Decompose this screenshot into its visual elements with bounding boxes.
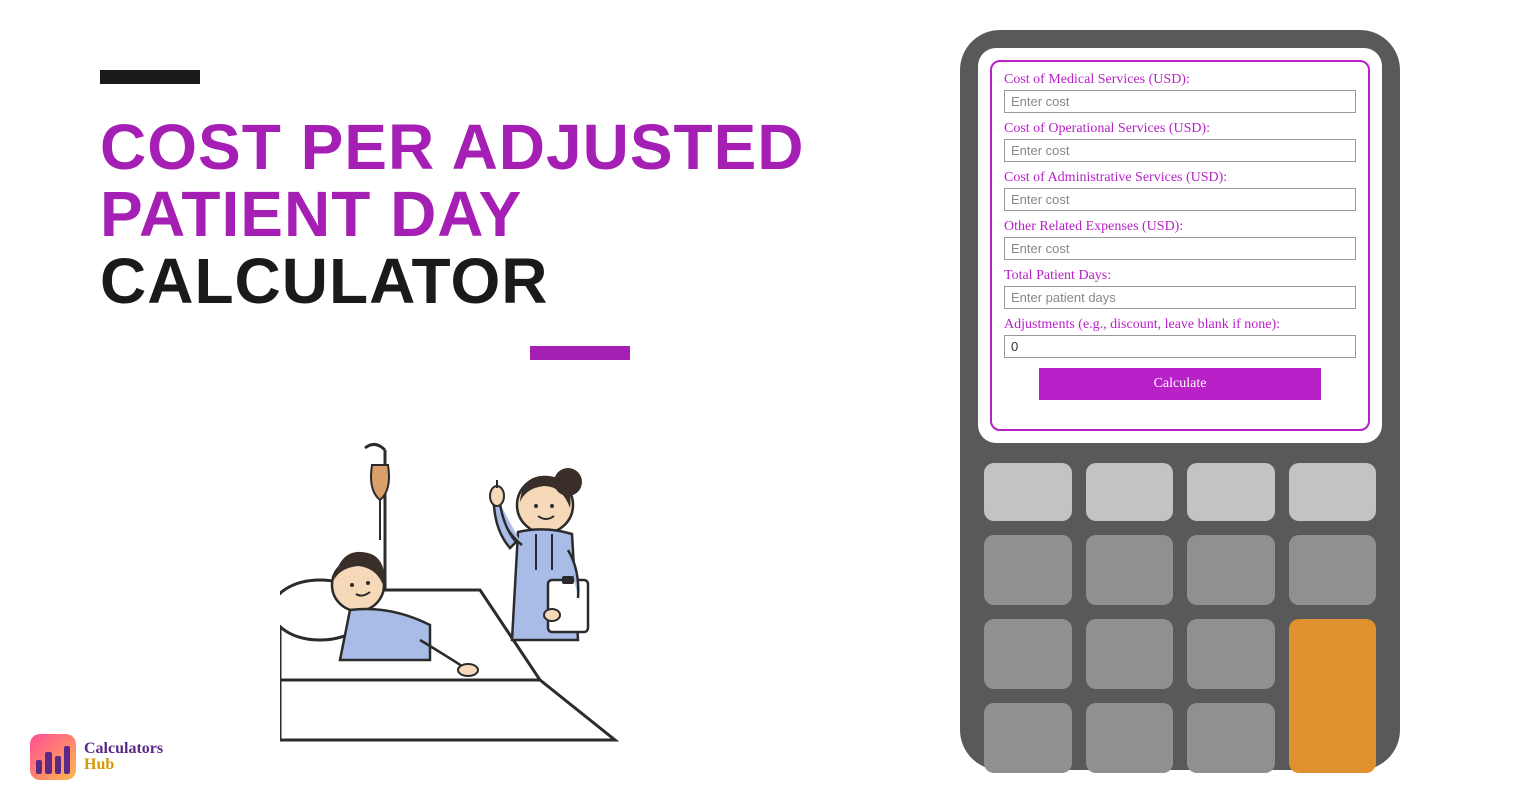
patient-nurse-illustration <box>280 430 660 750</box>
label-patient-days: Total Patient Days: <box>1004 268 1356 284</box>
keypad-key[interactable] <box>1086 703 1174 773</box>
field-patient-days: Total Patient Days: <box>1004 268 1356 309</box>
title-line-3: CALCULATOR <box>100 248 880 315</box>
input-medical[interactable] <box>1004 90 1356 113</box>
keypad-key[interactable] <box>984 463 1072 521</box>
logo-line-1: Calculators <box>84 741 163 757</box>
logo-text: Calculators Hub <box>84 741 163 773</box>
keypad-key[interactable] <box>1086 463 1174 521</box>
title-line-1: COST PER ADJUSTED <box>100 114 880 181</box>
logo-line-2: Hub <box>84 757 163 773</box>
keypad-key[interactable] <box>1086 619 1174 689</box>
label-other: Other Related Expenses (USD): <box>1004 219 1356 235</box>
label-adjustments: Adjustments (e.g., discount, leave blank… <box>1004 317 1356 333</box>
keypad-key[interactable] <box>984 619 1072 689</box>
input-adjustments[interactable] <box>1004 335 1356 358</box>
decorative-bar-bottom <box>530 346 630 360</box>
keypad-key[interactable] <box>984 703 1072 773</box>
keypad-key[interactable] <box>1289 463 1377 521</box>
keypad-key[interactable] <box>1086 535 1174 605</box>
field-medical: Cost of Medical Services (USD): <box>1004 72 1356 113</box>
input-operational[interactable] <box>1004 139 1356 162</box>
page-title: COST PER ADJUSTED PATIENT DAY CALCULATOR <box>100 114 880 316</box>
field-administrative: Cost of Administrative Services (USD): <box>1004 170 1356 211</box>
calculate-button[interactable]: Calculate <box>1039 368 1321 400</box>
keypad-key[interactable] <box>1187 703 1275 773</box>
title-section: COST PER ADJUSTED PATIENT DAY CALCULATOR <box>100 70 880 360</box>
calculator-device: Cost of Medical Services (USD): Cost of … <box>960 30 1400 770</box>
input-patient-days[interactable] <box>1004 286 1356 309</box>
field-other: Other Related Expenses (USD): <box>1004 219 1356 260</box>
field-operational: Cost of Operational Services (USD): <box>1004 121 1356 162</box>
form-panel: Cost of Medical Services (USD): Cost of … <box>990 60 1370 431</box>
label-administrative: Cost of Administrative Services (USD): <box>1004 170 1356 186</box>
field-adjustments: Adjustments (e.g., discount, leave blank… <box>1004 317 1356 358</box>
label-medical: Cost of Medical Services (USD): <box>1004 72 1356 88</box>
title-line-2: PATIENT DAY <box>100 181 880 248</box>
keypad-key[interactable] <box>984 535 1072 605</box>
calculator-keypad <box>978 463 1382 773</box>
brand-logo: Calculators Hub <box>30 734 163 780</box>
keypad-key[interactable] <box>1187 535 1275 605</box>
keypad-key[interactable] <box>1187 463 1275 521</box>
calculator-screen: Cost of Medical Services (USD): Cost of … <box>978 48 1382 443</box>
keypad-key[interactable] <box>1289 535 1377 605</box>
keypad-equals-key[interactable] <box>1289 619 1377 773</box>
label-operational: Cost of Operational Services (USD): <box>1004 121 1356 137</box>
input-other[interactable] <box>1004 237 1356 260</box>
logo-icon <box>30 734 76 780</box>
decorative-bar-top <box>100 70 200 84</box>
keypad-key[interactable] <box>1187 619 1275 689</box>
input-administrative[interactable] <box>1004 188 1356 211</box>
